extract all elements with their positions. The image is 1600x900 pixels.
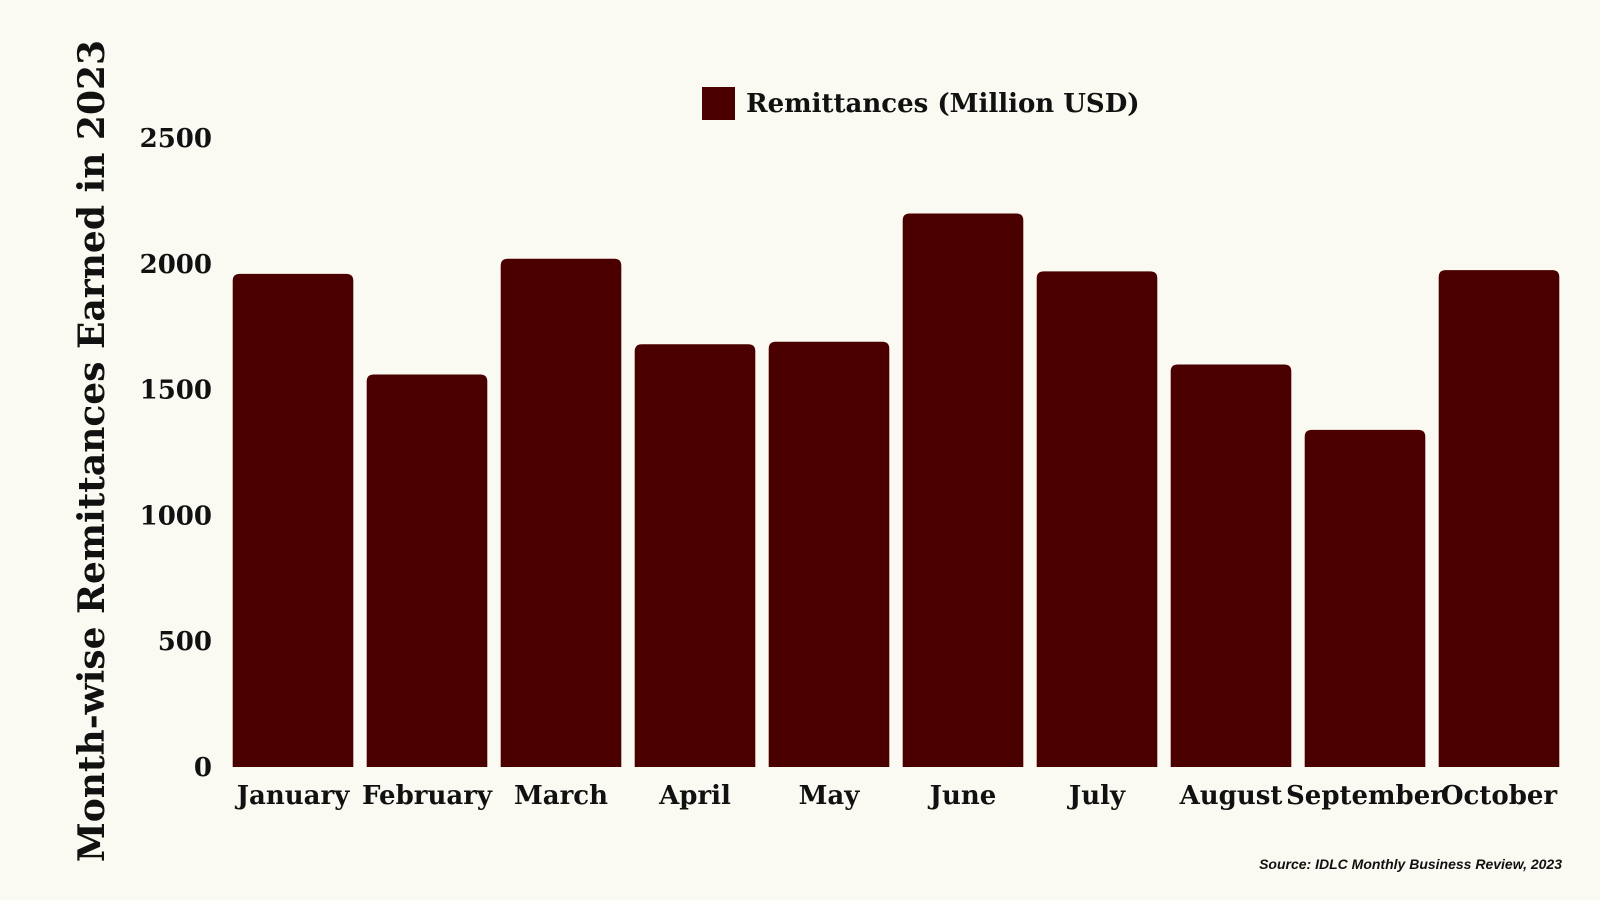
bar-july bbox=[1036, 271, 1158, 767]
legend: Remittances (Million USD) bbox=[702, 87, 1140, 120]
x-tick-label: June bbox=[928, 781, 997, 811]
x-tick-label: April bbox=[658, 781, 731, 811]
y-tick-label: 2500 bbox=[140, 124, 212, 154]
legend-label: Remittances (Million USD) bbox=[746, 89, 1140, 119]
x-tick-label: August bbox=[1179, 781, 1283, 811]
bar-february bbox=[366, 374, 488, 767]
x-tick-label: March bbox=[514, 781, 608, 811]
bar-october bbox=[1438, 270, 1560, 767]
bar-september bbox=[1304, 429, 1426, 767]
x-tick-label: January bbox=[235, 781, 351, 811]
x-axis-ticks: January February March April May June July Augu… bbox=[235, 781, 1558, 811]
y-tick-label: 0 bbox=[194, 753, 212, 783]
bar-june bbox=[902, 213, 1024, 768]
y-tick-label: 1000 bbox=[140, 501, 212, 531]
bars bbox=[232, 213, 1560, 768]
bar-may bbox=[768, 341, 890, 767]
bar-march bbox=[500, 258, 622, 767]
y-axis-label: Month-wise Remittances Earned in 2023 bbox=[71, 40, 113, 862]
bar-august bbox=[1170, 364, 1292, 767]
y-axis-ticks: 0 500 1000 1500 2000 2500 bbox=[140, 124, 212, 783]
x-tick-label: September bbox=[1286, 781, 1444, 811]
y-tick-label: 500 bbox=[158, 627, 212, 657]
x-tick-label: February bbox=[362, 781, 493, 811]
x-tick-label: July bbox=[1067, 781, 1126, 811]
legend-swatch bbox=[702, 87, 735, 120]
x-tick-label: October bbox=[1441, 781, 1558, 811]
bar-january bbox=[232, 273, 354, 767]
y-tick-label: 1500 bbox=[140, 376, 212, 406]
y-tick-label: 2000 bbox=[140, 250, 212, 280]
source-note: Source: IDLC Monthly Business Review, 20… bbox=[1259, 856, 1562, 872]
bar-april bbox=[634, 344, 756, 767]
x-tick-label: May bbox=[799, 781, 861, 811]
